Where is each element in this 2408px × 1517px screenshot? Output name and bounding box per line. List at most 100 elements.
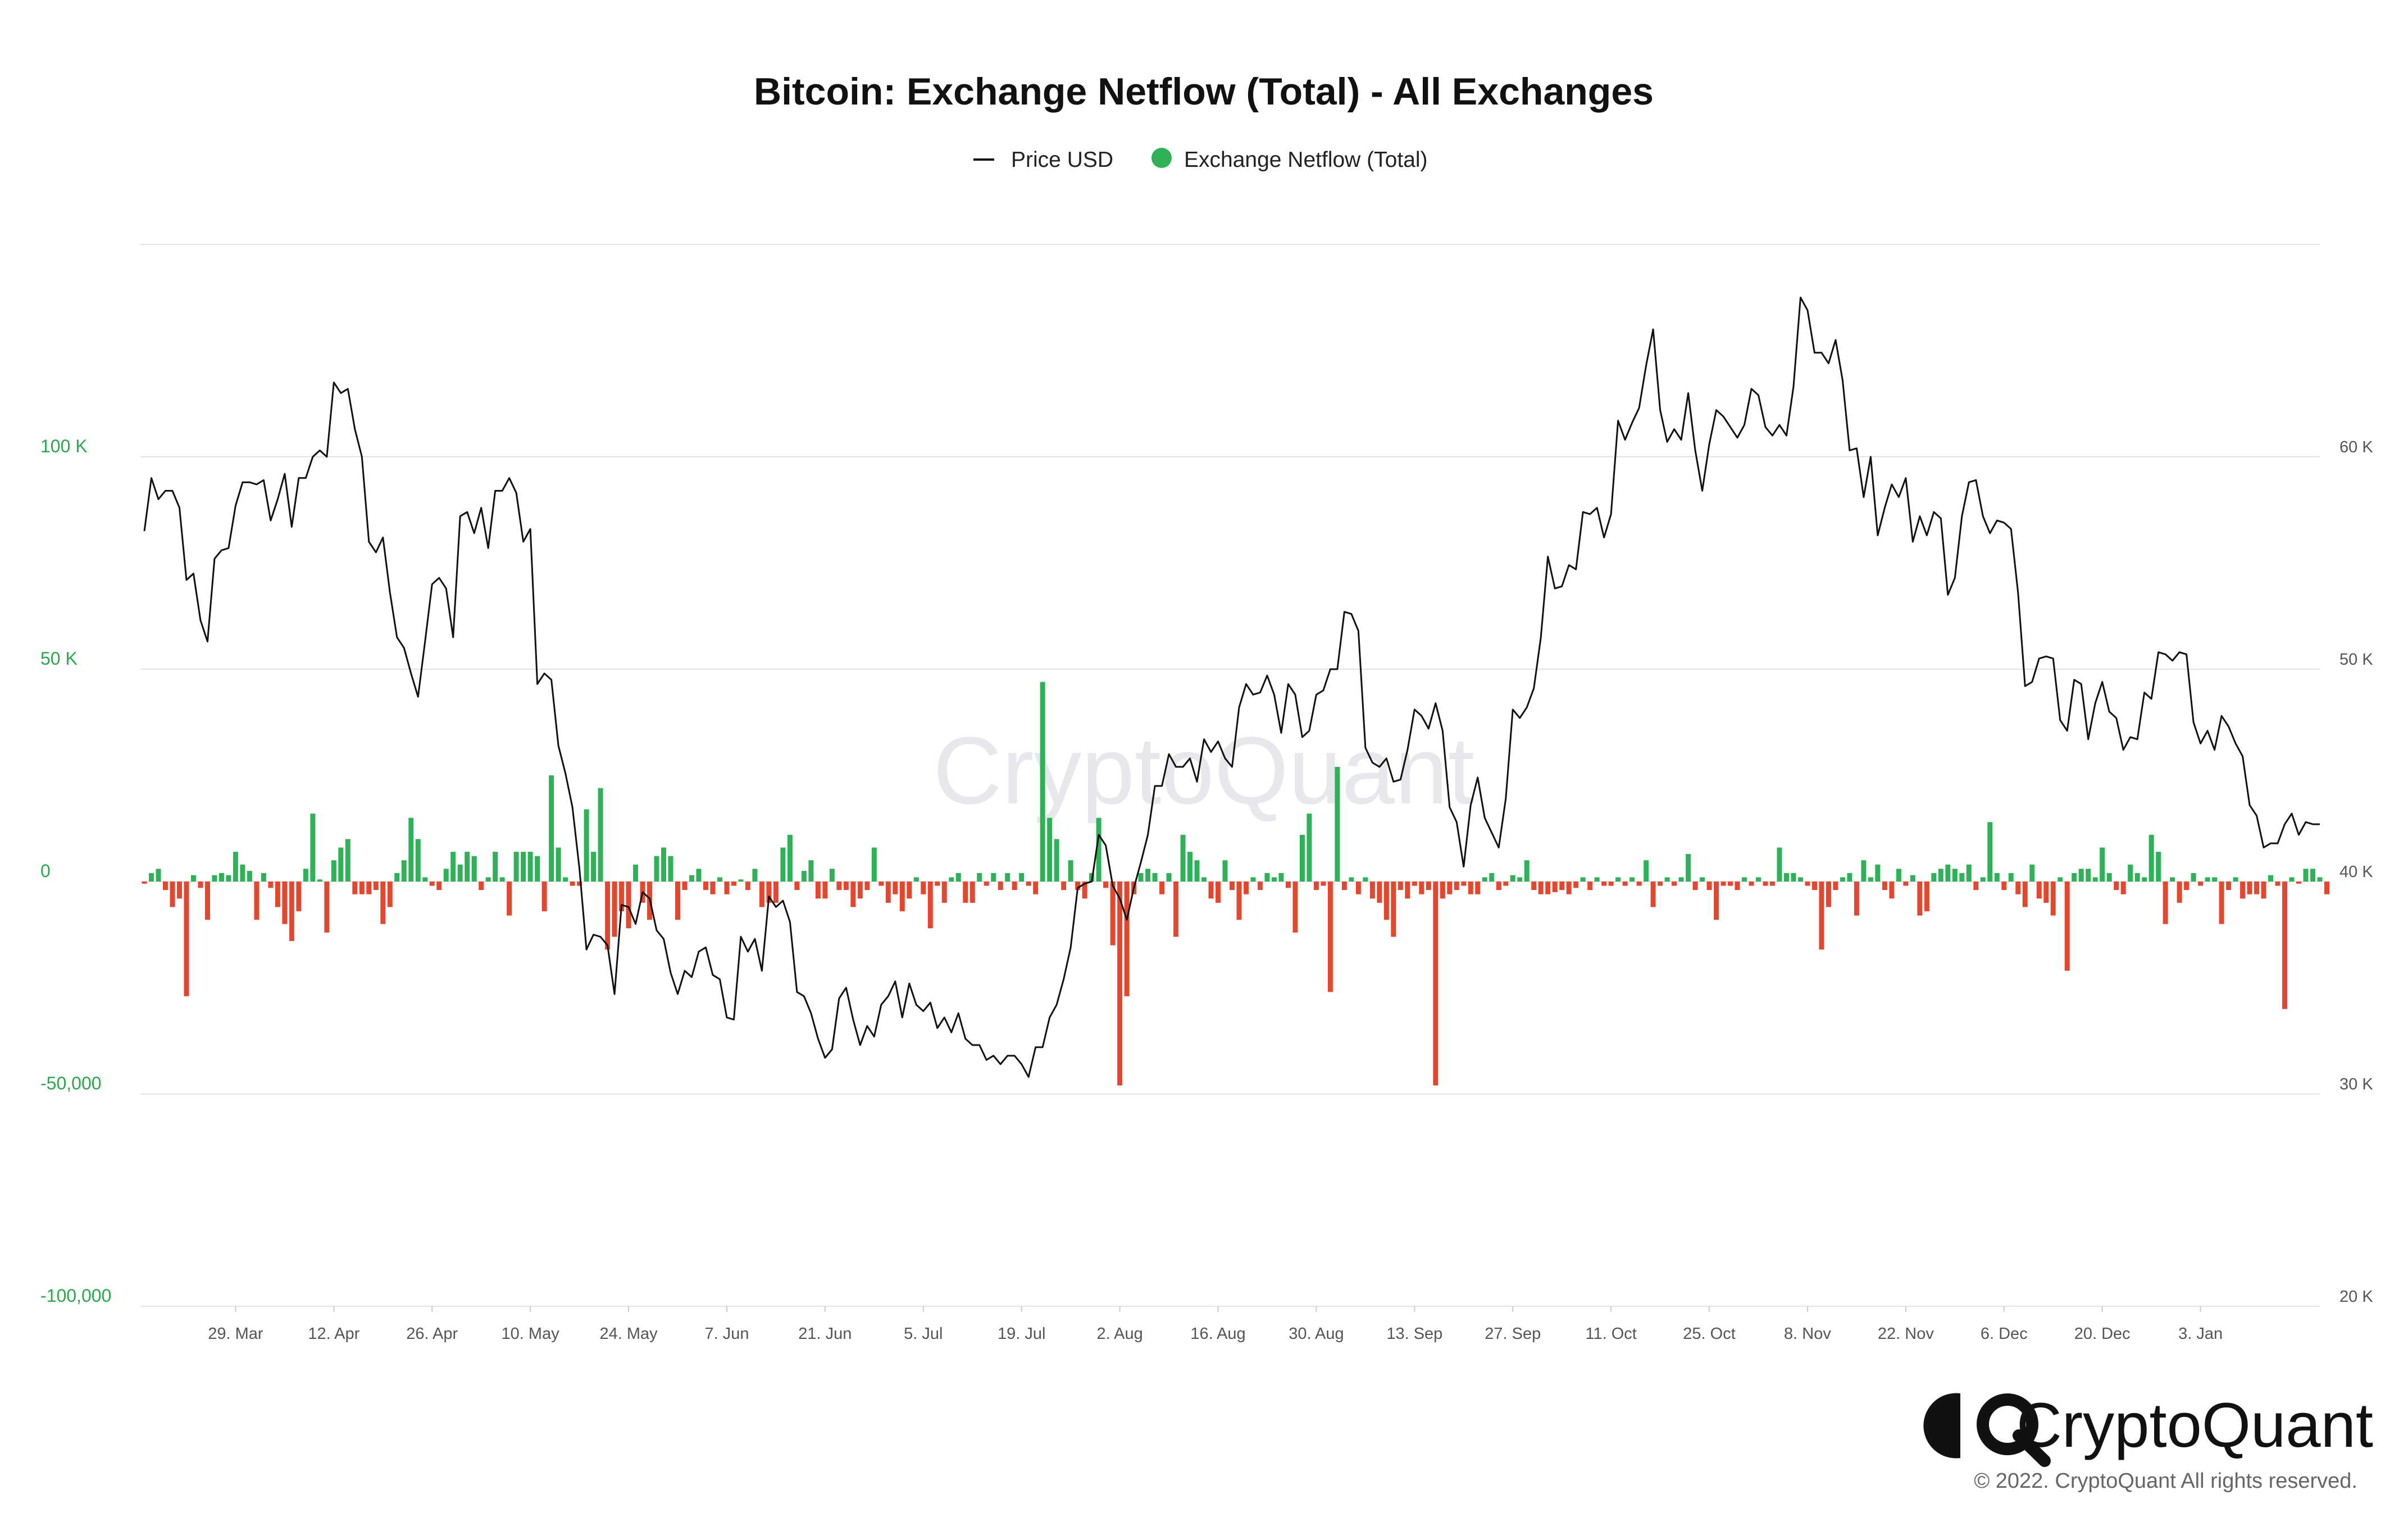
netflow-bar bbox=[717, 877, 722, 882]
netflow-bar bbox=[2268, 875, 2274, 882]
netflow-bar bbox=[2064, 882, 2070, 971]
netflow-bar bbox=[808, 860, 814, 882]
netflow-bar bbox=[1124, 882, 1130, 997]
netflow-bar bbox=[619, 882, 625, 911]
netflow-bar bbox=[1847, 873, 1852, 882]
netflow-bar bbox=[1257, 882, 1263, 891]
netflow-bar bbox=[2198, 882, 2204, 886]
x-tick-label: 5. Jul bbox=[904, 1325, 943, 1343]
price-usd-line bbox=[143, 297, 2320, 1078]
netflow-bar bbox=[2015, 882, 2021, 894]
netflow-bar bbox=[1896, 869, 1901, 882]
netflow-bar bbox=[2142, 877, 2147, 882]
netflow-bar bbox=[752, 869, 758, 882]
netflow-bar bbox=[787, 834, 793, 882]
netflow-bar bbox=[2191, 873, 2196, 882]
y-left-tick-label: 100 K bbox=[40, 436, 88, 456]
x-tick-label: 21. Jun bbox=[798, 1325, 852, 1343]
netflow-bar bbox=[1250, 877, 1256, 882]
netflow-bar bbox=[1327, 882, 1333, 992]
price-line bbox=[143, 297, 2320, 1078]
netflow-bar bbox=[415, 839, 421, 882]
netflow-bar bbox=[1728, 882, 1733, 886]
netflow-bar bbox=[1777, 847, 1782, 882]
netflow-bar bbox=[864, 882, 870, 891]
netflow-bar bbox=[1349, 877, 1354, 882]
netflow-bar bbox=[1531, 882, 1537, 891]
netflow-bar bbox=[429, 882, 435, 886]
netflow-bar bbox=[591, 852, 597, 882]
netflow-bar bbox=[1573, 882, 1579, 888]
netflow-bar bbox=[1987, 822, 1993, 882]
netflow-bar bbox=[204, 882, 210, 920]
netflow-bar bbox=[352, 882, 358, 894]
netflow-bar bbox=[1678, 877, 1684, 882]
netflow-bar bbox=[731, 882, 736, 886]
netflow-bar bbox=[1973, 882, 1979, 891]
netflow-bar bbox=[724, 882, 730, 894]
netflow-bar bbox=[1307, 814, 1312, 882]
netflow-bar bbox=[1208, 882, 1214, 899]
brand-name: CryptoQuant bbox=[2016, 1390, 2373, 1460]
x-tick-label: 2. Aug bbox=[1096, 1325, 1142, 1343]
netflow-bar bbox=[1447, 882, 1453, 894]
netflow-bar bbox=[1299, 834, 1305, 882]
netflow-bar bbox=[598, 788, 603, 882]
netflow-bar bbox=[190, 875, 196, 882]
netflow-bar bbox=[162, 882, 168, 891]
netflow-bar bbox=[2022, 882, 2028, 907]
netflow-bar bbox=[913, 877, 919, 882]
netflow-bar bbox=[2086, 869, 2091, 882]
netflow-bar bbox=[570, 882, 575, 886]
netflow-bar bbox=[1763, 882, 1768, 886]
netflow-bar bbox=[1882, 882, 1887, 891]
netflow-bars bbox=[142, 682, 2329, 1085]
netflow-bar bbox=[1292, 882, 1298, 933]
netflow-bar bbox=[1658, 882, 1663, 886]
netflow-bar bbox=[998, 882, 1003, 891]
x-tick-label: 19. Jul bbox=[998, 1325, 1045, 1343]
netflow-bar bbox=[1692, 882, 1698, 891]
netflow-bar bbox=[871, 847, 877, 882]
x-tick-label: 12. Apr bbox=[308, 1325, 359, 1343]
netflow-bar bbox=[2008, 873, 2014, 882]
netflow-bar bbox=[176, 882, 182, 899]
netflow-bar bbox=[359, 882, 365, 894]
netflow-bar bbox=[1398, 882, 1403, 891]
netflow-bar bbox=[801, 871, 807, 882]
netflow-bar bbox=[1243, 882, 1249, 894]
netflow-bar bbox=[1110, 882, 1116, 946]
netflow-bar bbox=[324, 882, 330, 933]
netflow-bar bbox=[1075, 882, 1081, 891]
netflow-bar bbox=[2177, 882, 2182, 903]
netflow-bar bbox=[2296, 882, 2302, 884]
netflow-bar bbox=[1216, 882, 1221, 903]
netflow-bar bbox=[1222, 860, 1228, 882]
netflow-bar bbox=[1180, 834, 1186, 882]
netflow-bar bbox=[289, 882, 294, 941]
netflow-bar bbox=[1061, 882, 1067, 891]
netflow-bar bbox=[275, 882, 280, 907]
netflow-bar bbox=[184, 882, 189, 997]
netflow-bar bbox=[527, 852, 533, 882]
netflow-bar bbox=[345, 839, 350, 882]
netflow-bar bbox=[1068, 860, 1073, 882]
netflow-bar bbox=[1861, 860, 1867, 882]
netflow-bar bbox=[1889, 882, 1895, 899]
x-tick-label: 16. Aug bbox=[1190, 1325, 1245, 1343]
netflow-bar bbox=[668, 856, 673, 882]
netflow-bar bbox=[1910, 875, 1915, 882]
netflow-bar bbox=[1496, 882, 1501, 891]
netflow-bar bbox=[2289, 877, 2295, 882]
netflow-bar bbox=[1559, 882, 1565, 891]
netflow-bar bbox=[1419, 882, 1424, 894]
netflow-bar bbox=[949, 877, 954, 882]
y-axis-left: 100 K 50 K 0 -50,000 -100,000 bbox=[40, 436, 111, 1306]
netflow-bar bbox=[766, 882, 772, 903]
netflow-bar bbox=[2324, 882, 2329, 894]
netflow-bar bbox=[1096, 817, 1101, 882]
x-tick-label: 20. Dec bbox=[2074, 1325, 2131, 1343]
netflow-bar bbox=[2078, 869, 2084, 882]
netflow-bar bbox=[843, 882, 849, 891]
netflow-bar bbox=[261, 873, 266, 882]
